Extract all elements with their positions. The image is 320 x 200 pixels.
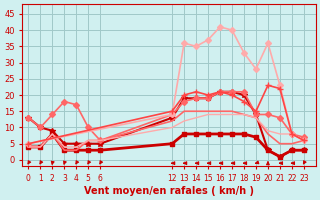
X-axis label: Vent moyen/en rafales ( km/h ): Vent moyen/en rafales ( km/h ) — [84, 186, 254, 196]
